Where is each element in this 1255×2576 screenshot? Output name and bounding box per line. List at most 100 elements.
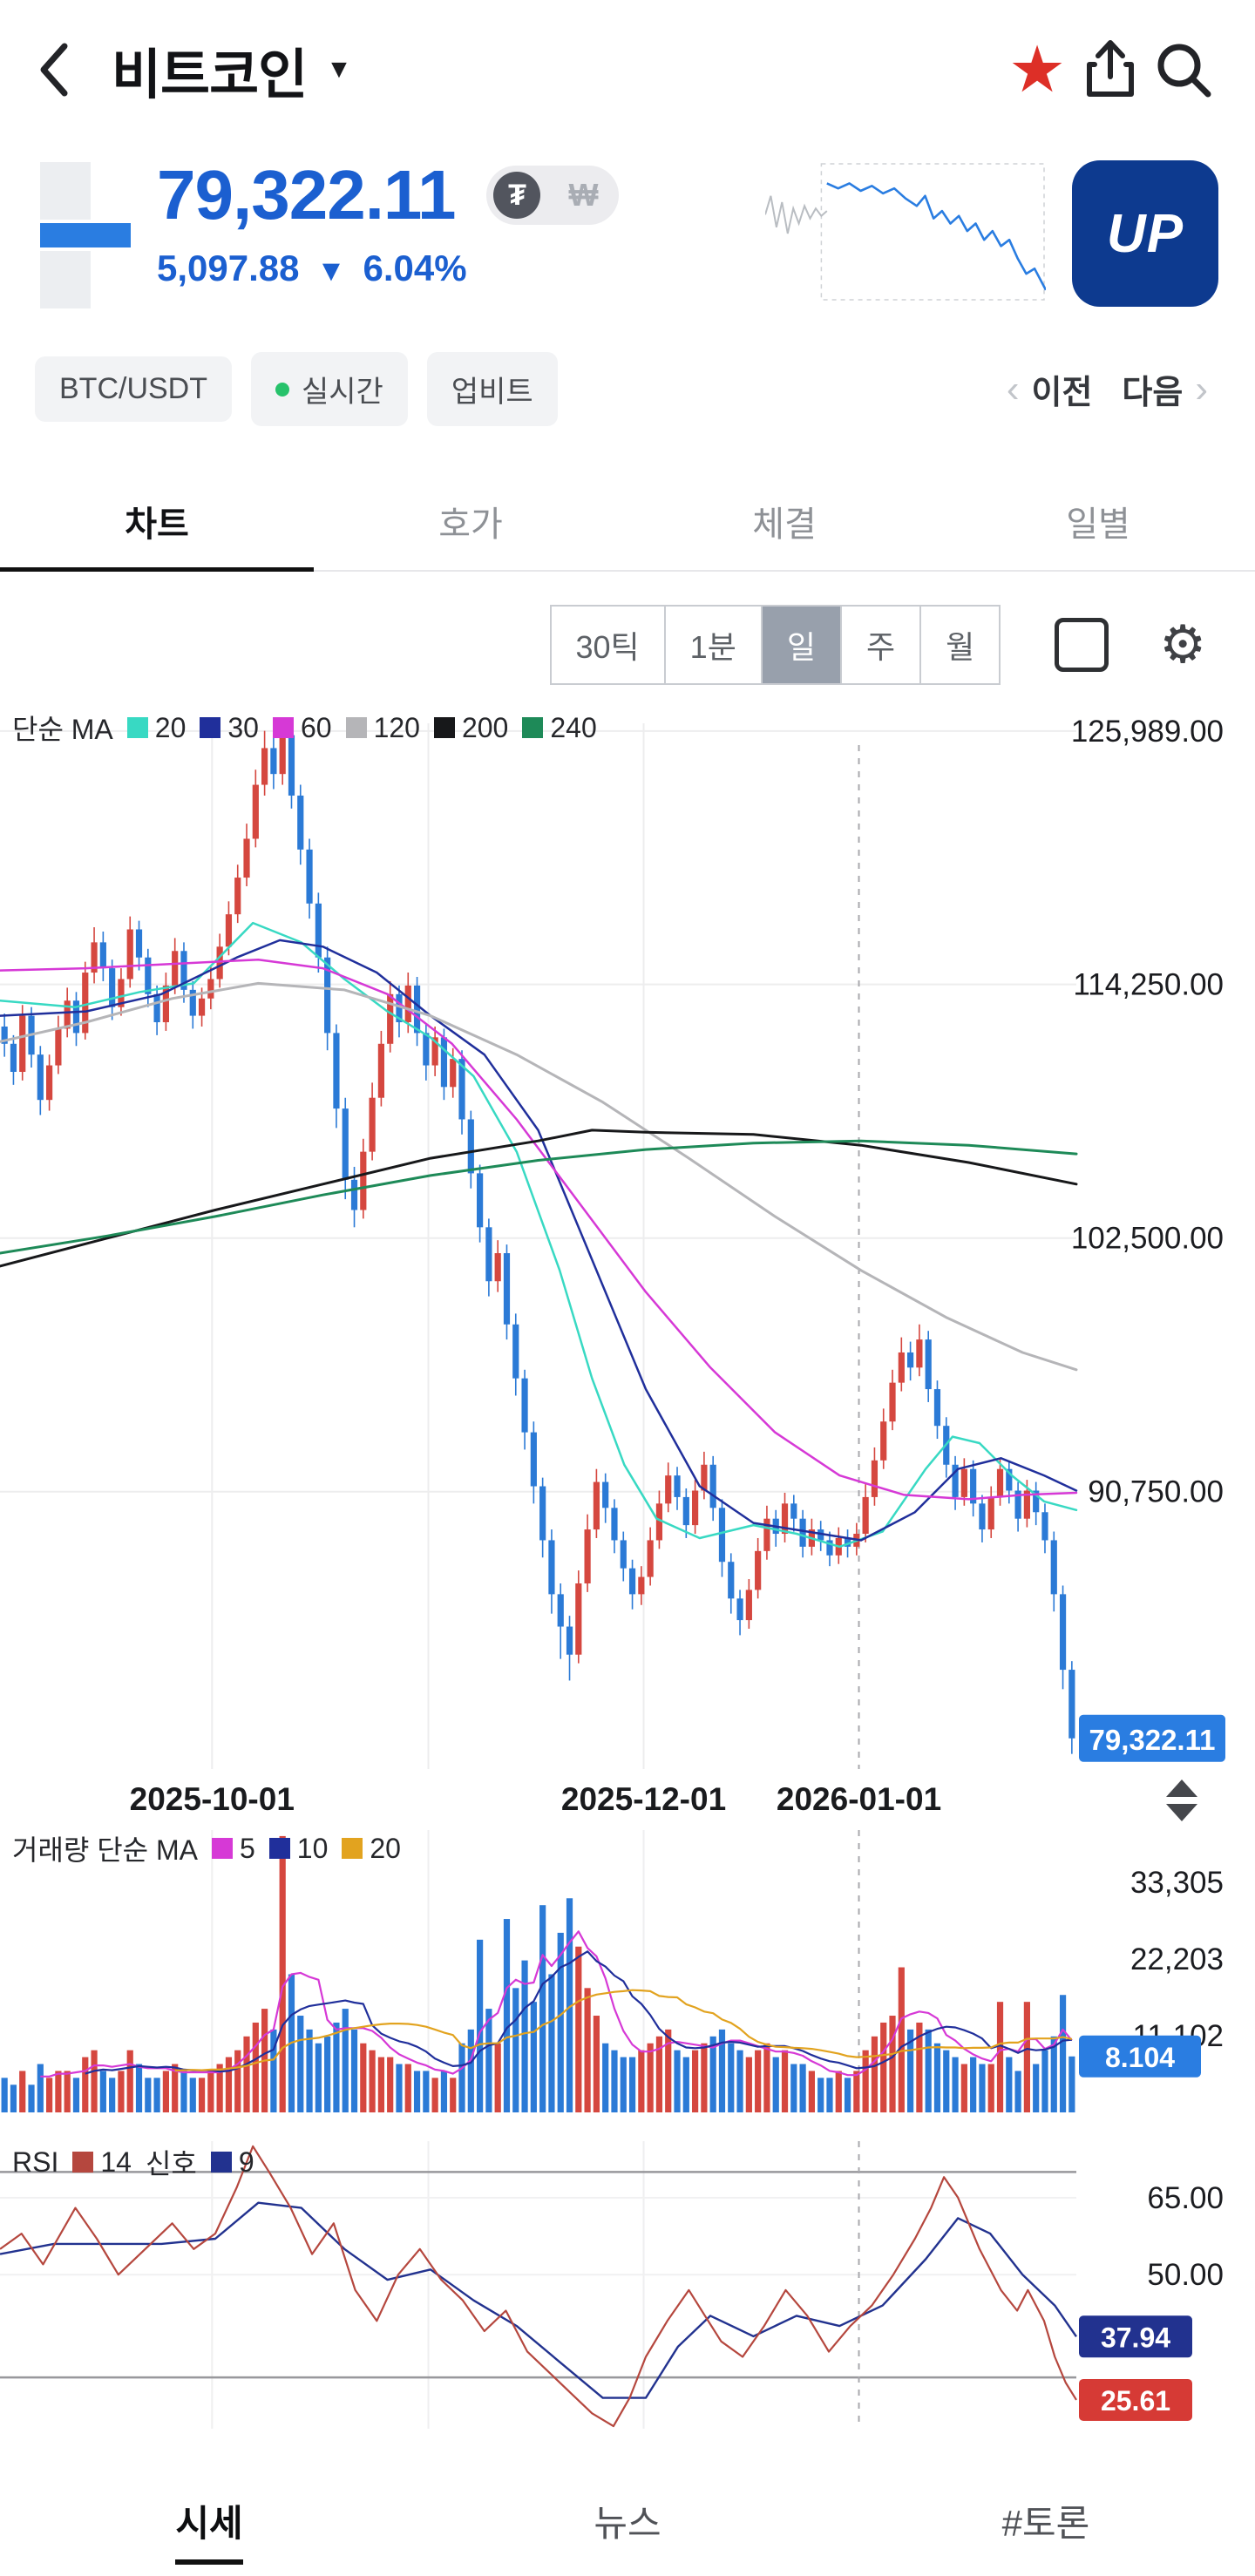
- rsi-value-badge: 25.61: [1079, 2378, 1192, 2421]
- legend-text: 20: [154, 711, 187, 743]
- krw-toggle-icon: ₩: [568, 177, 599, 213]
- tab-trades[interactable]: 체결: [752, 505, 817, 544]
- price-grid-layer: [0, 723, 1076, 1769]
- chevron-down-icon: ▼: [326, 55, 352, 84]
- legend-text: 200: [461, 711, 509, 743]
- share-button[interactable]: [1074, 33, 1147, 106]
- svg-text:50.00: 50.00: [1147, 2258, 1224, 2292]
- price-change-row: 5,097.88 ▼ 6.04%: [157, 247, 619, 289]
- live-dot-icon: [275, 382, 289, 397]
- search-icon: [1157, 44, 1211, 98]
- price-block: 79,322.11 ₮ ₩ 5,097.88 ▼ 6.04%: [157, 155, 620, 289]
- chart-controls: 30틱 1분 일 주 월 ⚙: [0, 601, 1206, 688]
- legend-text: 20: [370, 1832, 401, 1864]
- timeframe-week[interactable]: 주: [839, 607, 919, 683]
- volume-bars-layer: [1, 1835, 1075, 2112]
- gear-icon[interactable]: ⚙: [1159, 615, 1206, 674]
- bottom-nav-discussion[interactable]: #토론: [837, 2482, 1255, 2576]
- chip-exchange[interactable]: 업비트: [426, 352, 558, 426]
- volume-ma-legend: 거래량 단순 MA 5 10 20: [12, 1828, 415, 1868]
- x-axis-date-label: 2026-01-01: [776, 1781, 942, 1817]
- tab-daily[interactable]: 일별: [1066, 505, 1130, 544]
- legend-color-chip: [200, 717, 221, 738]
- chips-holder: BTC/USDT 실시간 업비트: [35, 352, 577, 426]
- chart-style-button[interactable]: [1055, 618, 1109, 672]
- current-price: 79,322.11: [157, 156, 456, 234]
- ma-lines-layer: [0, 921, 1078, 1549]
- chips-row: BTC/USDT 실시간 업비트 ‹ 이전 다음 ›: [35, 352, 1220, 426]
- price-chart[interactable]: 125,989.00 114,250.00 102,500.00 90,750.00 7…: [0, 697, 1255, 1769]
- search-button[interactable]: [1147, 33, 1220, 106]
- chip-pair[interactable]: BTC/USDT: [35, 356, 232, 422]
- prev-button[interactable]: 이전: [1031, 375, 1093, 411]
- legend-color-chip: [210, 2152, 232, 2173]
- svg-text:37.94: 37.94: [1101, 2322, 1170, 2353]
- timeframe-min1[interactable]: 1분: [663, 607, 761, 683]
- header: 비트코인 ▼ ★: [35, 24, 1220, 115]
- svg-text:25.61: 25.61: [1101, 2385, 1170, 2417]
- price-axis-labels: 125,989.00 114,250.00 102,500.00 90,750.00: [1071, 715, 1224, 1509]
- svg-text:102,500.00: 102,500.00: [1071, 1222, 1224, 1256]
- share-icon: [1087, 40, 1134, 97]
- sparkline-chart: [764, 163, 1048, 301]
- legend-color-chip: [345, 717, 367, 738]
- legend-text: 14: [100, 2146, 132, 2178]
- rsi-legend: RSI 14 신호 9: [12, 2142, 268, 2182]
- svg-text:33,305: 33,305: [1130, 1866, 1224, 1900]
- tab-chart[interactable]: 차트: [0, 472, 314, 572]
- upbit-logo: UP: [1072, 160, 1218, 307]
- svg-text:125,989.00: 125,989.00: [1071, 715, 1224, 749]
- current-price-badge: 79,322.11: [1079, 1714, 1225, 1762]
- timeframe-day[interactable]: 일: [760, 607, 840, 683]
- volume-ma-layer: [40, 1930, 1073, 2078]
- legend-text: 5: [239, 1832, 255, 1864]
- y-axis-scale-button[interactable]: [1159, 1778, 1211, 1823]
- bottom-nav-news[interactable]: 뉴스: [418, 2482, 837, 2576]
- chip-label: 업비트: [451, 376, 533, 409]
- legend-color-chip: [522, 717, 544, 738]
- legend-color-chip: [72, 2152, 94, 2173]
- bottom-nav-price[interactable]: 시세: [0, 2482, 418, 2576]
- depth-block-top: [40, 162, 91, 220]
- price-section: 79,322.11 ₮ ₩ 5,097.88 ▼ 6.04% UP: [35, 155, 1220, 329]
- bottom-nav: 시세 뉴스 #토론: [0, 2482, 1255, 2576]
- rsi-chart[interactable]: 65.00 50.00 37.94 25.61: [0, 2137, 1255, 2433]
- chevron-left-icon: [40, 43, 68, 97]
- rsi-value-badge: 37.94: [1079, 2315, 1192, 2358]
- x-axis-date-label: 2025-12-01: [560, 1781, 727, 1817]
- header-sparkline: [764, 160, 1048, 310]
- depth-bar-blue: [40, 223, 131, 247]
- legend-text: 30: [227, 711, 259, 743]
- svg-text:79,322.11: 79,322.11: [1089, 1724, 1216, 1756]
- legend-color-chip: [272, 717, 294, 738]
- symbol-title[interactable]: 비트코인 ▼: [112, 31, 352, 109]
- chevron-right-small-icon: ›: [1195, 367, 1208, 410]
- timeframe-segment: 30틱 1분 일 주 월: [549, 605, 1001, 685]
- page-title: 비트코인: [112, 45, 308, 105]
- mini-depth-widget: [40, 162, 136, 312]
- currency-toggle[interactable]: ₮ ₩: [486, 166, 620, 225]
- next-button[interactable]: 다음: [1122, 375, 1184, 411]
- legend-color-chip: [126, 717, 148, 738]
- legend-text: 120: [373, 711, 420, 743]
- tab-orderbook[interactable]: 호가: [438, 505, 503, 544]
- svg-text:22,203: 22,203: [1130, 1942, 1224, 1976]
- upbit-logo-text: UP: [1106, 203, 1184, 264]
- legend-text: 60: [300, 711, 332, 743]
- bottom-nav-label: #토론: [1001, 2502, 1090, 2544]
- favorite-button[interactable]: ★: [1001, 33, 1074, 106]
- timeframe-month[interactable]: 월: [919, 607, 999, 683]
- legend-color-chip: [268, 1838, 290, 1859]
- timeframe-tick30[interactable]: 30틱: [575, 629, 640, 665]
- usdt-toggle-icon: ₮: [493, 172, 541, 219]
- legend-text: RSI: [12, 2146, 59, 2178]
- back-button[interactable]: [35, 35, 87, 105]
- change-value: 5,097.88: [157, 247, 300, 288]
- chip-realtime: 실시간: [251, 352, 408, 426]
- star-icon: ★: [1007, 33, 1067, 105]
- bottom-nav-label: 시세: [175, 2494, 243, 2565]
- svg-text:8.104: 8.104: [1105, 2042, 1175, 2073]
- pager: ‹ 이전 다음 ›: [994, 365, 1220, 413]
